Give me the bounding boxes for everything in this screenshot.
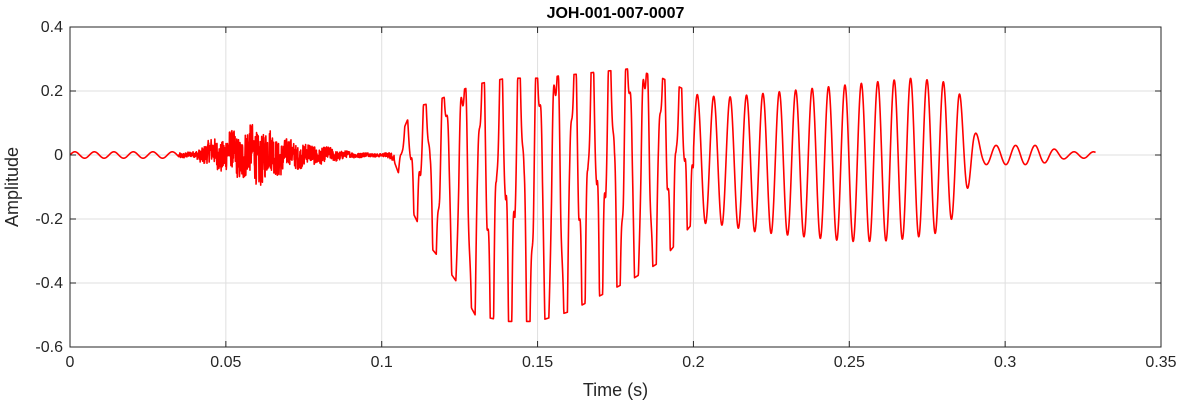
x-tick-label: 0.1 [371,354,393,371]
x-tick-label: 0.3 [994,354,1016,371]
series-layer [70,68,1097,323]
y-tick-label: -0.4 [35,275,63,292]
y-axis-label: Amplitude [2,147,22,227]
x-tick-label: 0.35 [1145,354,1176,371]
y-tick-label: -0.2 [35,211,63,228]
x-tick-label: 0.05 [210,354,241,371]
y-tick-label: 0.4 [41,19,63,36]
ticks [69,26,1162,348]
chart-title: JOH-001-007-0007 [547,5,685,22]
x-axis-label: Time (s) [583,380,648,400]
x-tick-label: 0 [66,354,75,371]
x-tick-label: 0.25 [834,354,865,371]
y-tick-label: -0.6 [35,339,63,356]
waveform-line [70,68,1097,323]
x-tick-label: 0.15 [522,354,553,371]
y-tick-label: 0.2 [41,83,63,100]
tick-labels: 0 0.05 0.1 0.15 0.2 0.25 0.3 0.35 -0.6 -0.4 -0.2 0 0… [35,19,1176,371]
plot-frame [69,26,1162,348]
x-tick-label: 0.2 [682,354,704,371]
y-tick-label: 0 [54,147,63,164]
